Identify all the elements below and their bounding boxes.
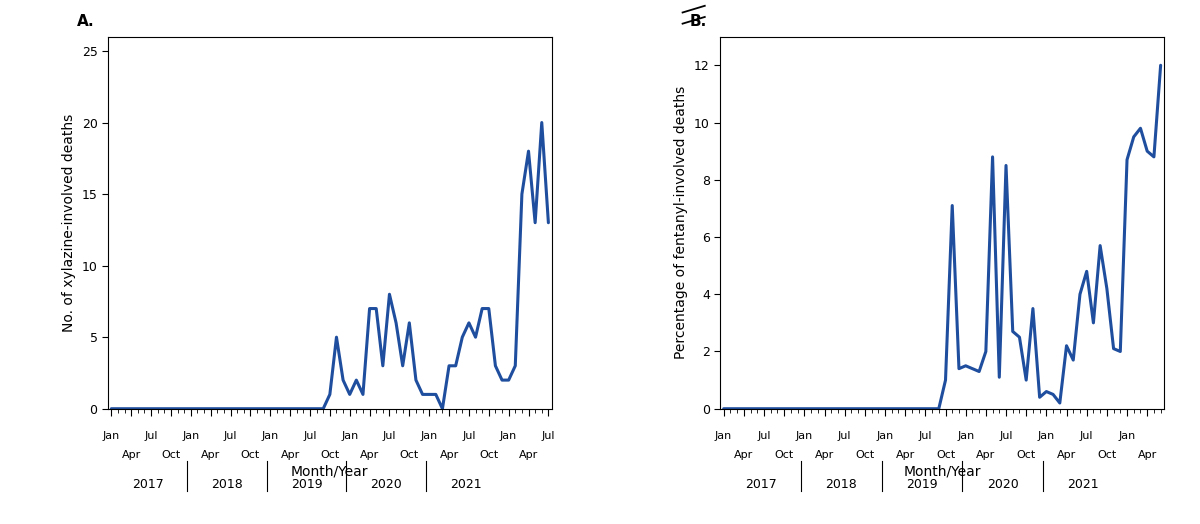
Y-axis label: Percentage of fentanyl-involved deaths: Percentage of fentanyl-involved deaths [674,86,689,359]
Text: Oct: Oct [400,450,419,460]
X-axis label: Month/Year: Month/Year [292,465,368,479]
Text: Jul: Jul [1080,431,1093,441]
Text: 2019: 2019 [290,477,323,490]
Text: Apr: Apr [977,450,996,460]
Text: Apr: Apr [815,450,834,460]
Text: 2020: 2020 [986,477,1019,490]
Text: A.: A. [77,14,95,29]
Text: 2021: 2021 [1068,477,1099,490]
Text: Apr: Apr [202,450,221,460]
Text: Jan: Jan [500,431,517,441]
Text: Jan: Jan [103,431,120,441]
Text: Apr: Apr [439,450,458,460]
Text: 2021: 2021 [450,477,481,490]
Text: Apr: Apr [281,450,300,460]
Text: Oct: Oct [479,450,498,460]
Text: Oct: Oct [1016,450,1036,460]
Text: 2020: 2020 [371,477,402,490]
Text: 2019: 2019 [906,477,937,490]
Text: Jan: Jan [182,431,199,441]
Text: 2017: 2017 [132,477,163,490]
Text: Oct: Oct [161,450,180,460]
Text: Oct: Oct [241,450,260,460]
Text: Apr: Apr [895,450,914,460]
Text: 2017: 2017 [745,477,776,490]
Text: Apr: Apr [121,450,140,460]
Text: Jan: Jan [1038,431,1055,441]
X-axis label: Month/Year: Month/Year [904,465,980,479]
Text: Jul: Jul [223,431,238,441]
Text: Apr: Apr [518,450,538,460]
Text: Jan: Jan [341,431,359,441]
Text: Apr: Apr [1057,450,1076,460]
Text: Oct: Oct [856,450,875,460]
Text: Jan: Jan [715,431,732,441]
Text: Jul: Jul [304,431,317,441]
Text: B.: B. [689,14,707,29]
Text: Jan: Jan [1118,431,1135,441]
Text: Oct: Oct [936,450,955,460]
Text: Jul: Jul [383,431,396,441]
Text: Jan: Jan [262,431,278,441]
Text: Oct: Oct [774,450,793,460]
Text: Jul: Jul [1000,431,1013,441]
Text: Jul: Jul [541,431,556,441]
Text: Jul: Jul [838,431,852,441]
Text: 2018: 2018 [826,477,857,490]
Text: Oct: Oct [320,450,340,460]
Text: Apr: Apr [1138,450,1157,460]
Text: Jul: Jul [918,431,932,441]
Text: Jul: Jul [462,431,475,441]
Text: Jan: Jan [958,431,974,441]
Text: Apr: Apr [360,450,379,460]
Text: Jul: Jul [757,431,770,441]
Text: Jan: Jan [876,431,894,441]
Text: Jan: Jan [796,431,812,441]
Text: Apr: Apr [734,450,754,460]
Text: Jan: Jan [420,431,438,441]
Text: Oct: Oct [1097,450,1116,460]
Y-axis label: No. of xylazine-involved deaths: No. of xylazine-involved deaths [62,114,76,332]
Text: Jul: Jul [144,431,157,441]
Text: 2018: 2018 [211,477,244,490]
